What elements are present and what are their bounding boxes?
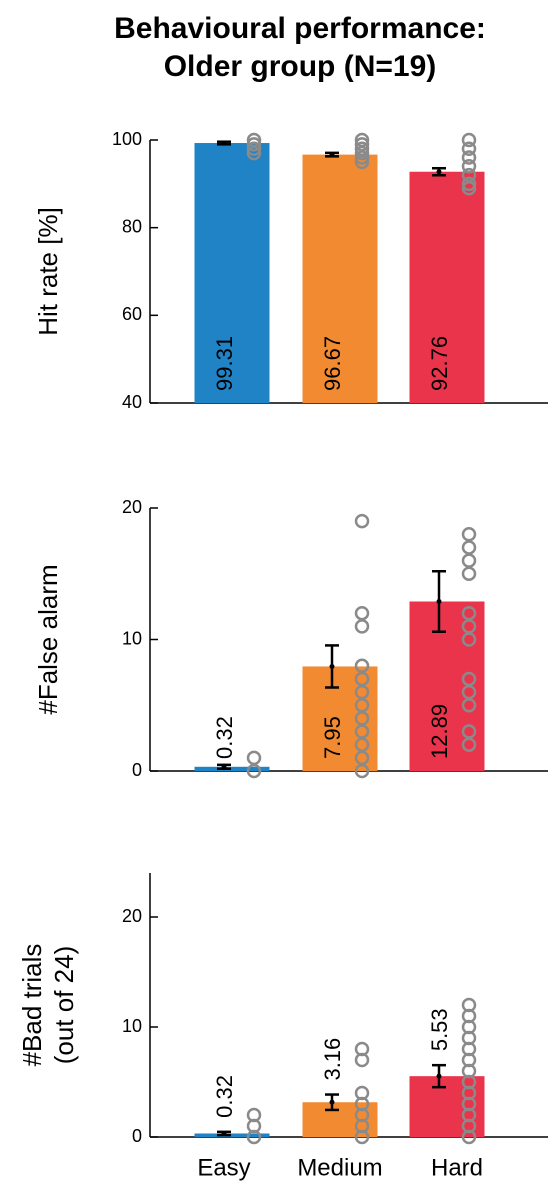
y-axis-label: #Bad trials	[17, 944, 47, 1067]
mean-dot	[329, 152, 335, 158]
bar	[194, 143, 270, 403]
subject-point	[461, 605, 477, 621]
subject-point	[461, 159, 477, 174]
mean-dot	[436, 1073, 442, 1079]
mean-dot	[329, 1099, 335, 1105]
mean-dot	[436, 169, 442, 175]
subject-point	[354, 619, 370, 634]
subject-point	[461, 150, 477, 165]
mean-dot	[329, 663, 335, 669]
value-label: 3.16	[320, 1038, 345, 1081]
value-label: 5.53	[427, 1008, 452, 1051]
subject-point	[246, 1107, 262, 1123]
subject-point	[461, 566, 477, 581]
bar	[194, 766, 270, 771]
subject-point	[461, 540, 477, 555]
subject-point	[354, 150, 370, 165]
y-tick-label: 10	[122, 628, 142, 648]
y-tick-label: 60	[122, 304, 142, 324]
value-label: 12.89	[427, 704, 452, 759]
subject-point	[354, 513, 370, 529]
subject-point	[461, 724, 477, 739]
subject-point	[461, 671, 477, 687]
y-axis-label: (out of 24)	[49, 946, 79, 1065]
subject-point	[461, 180, 477, 196]
subject-point	[461, 553, 477, 568]
y-tick-label: 20	[122, 906, 142, 926]
subject-point	[354, 154, 370, 170]
subject-point	[354, 145, 370, 161]
subject-point	[246, 145, 262, 161]
y-tick-label: 20	[122, 497, 142, 517]
subject-point	[461, 176, 477, 192]
subject-point	[246, 750, 262, 766]
subject-point	[461, 141, 477, 157]
subject-point	[246, 137, 262, 152]
subject-point	[354, 1041, 370, 1057]
value-label: 96.67	[320, 336, 345, 391]
value-label: 99.31	[212, 336, 237, 391]
y-axis-label: Hit rate [%]	[33, 207, 63, 336]
mean-dot	[436, 598, 442, 604]
y-tick-label: 0	[132, 1126, 142, 1146]
title-line: Older group (N=19)	[164, 50, 437, 83]
x-tick-label: Easy	[197, 1154, 250, 1181]
mean-dot	[221, 764, 227, 770]
x-tick-label: Hard	[431, 1154, 483, 1181]
subject-point	[461, 527, 477, 542]
title-line: Behavioural performance:	[114, 12, 486, 45]
y-axis-label: #False alarm	[33, 564, 63, 714]
y-tick-label: 40	[122, 392, 142, 412]
x-tick-label: Medium	[297, 1154, 382, 1181]
subject-point	[354, 658, 370, 674]
subject-point	[461, 132, 477, 148]
value-label: 92.76	[427, 336, 452, 391]
y-tick-label: 10	[122, 1016, 142, 1036]
y-tick-label: 80	[122, 216, 142, 236]
value-label: 7.95	[320, 716, 345, 759]
mean-dot	[221, 140, 227, 146]
subject-point	[461, 997, 477, 1013]
y-tick-label: 100	[112, 129, 142, 149]
value-label: 0.32	[212, 1075, 237, 1118]
subject-point	[246, 141, 262, 157]
bar	[409, 171, 485, 403]
y-tick-label: 0	[132, 760, 142, 780]
bar	[302, 154, 378, 403]
mean-dot	[221, 1130, 227, 1136]
value-label: 0.32	[212, 716, 237, 759]
subject-point	[354, 605, 370, 621]
bar	[194, 1133, 270, 1137]
subject-point	[354, 1085, 370, 1101]
